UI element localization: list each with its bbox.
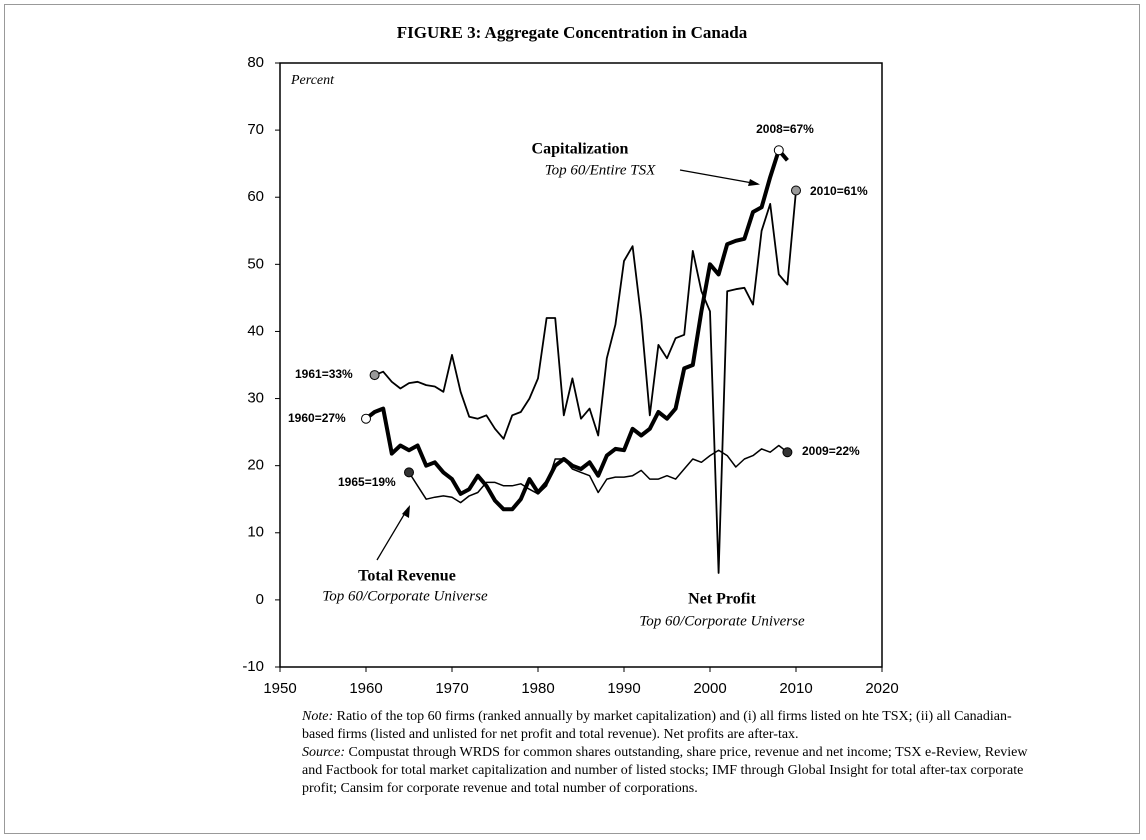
arrow-head	[748, 179, 760, 186]
series-label: Net Profit	[688, 591, 756, 608]
line	[374, 190, 797, 574]
series-sub-label: Top 60/Corporate Universe	[322, 588, 488, 604]
note-label: Note:	[302, 709, 334, 724]
point-marker	[361, 413, 371, 424]
arrow-head	[402, 505, 410, 518]
plot-frame	[279, 62, 883, 668]
y-tick-label: 60	[247, 188, 264, 205]
y-tick-label: 40	[247, 322, 264, 339]
notes: Note: Ratio of the top 60 firms (ranked …	[302, 708, 1042, 798]
annotation: 2008=67%	[756, 122, 814, 136]
y-tick-label: 30	[247, 390, 264, 407]
x-tick-label: 1970	[435, 680, 468, 697]
figure-frame	[4, 4, 1140, 834]
x-tick-label: 2010	[779, 680, 812, 697]
y-tick-label: -10	[242, 658, 264, 675]
y-tick-label: 70	[247, 121, 264, 138]
annotation: 2010=61%	[810, 184, 868, 198]
point-marker	[791, 185, 801, 196]
y-tick-label: 20	[247, 457, 264, 474]
series-label: Total Revenue	[358, 568, 456, 585]
chart-title: FIGURE 3: Aggregate Concentration in Can…	[397, 23, 748, 42]
point-marker	[404, 467, 414, 478]
source-label: Source:	[302, 745, 346, 760]
note-text: Ratio of the top 60 firms (ranked annual…	[302, 709, 1012, 742]
arrow	[679, 169, 759, 185]
x-tick-label: 1960	[349, 680, 382, 697]
arrow	[376, 507, 409, 561]
y-tick-label: 0	[256, 591, 264, 608]
series-label: Capitalization	[532, 141, 629, 158]
y-tick-label: 50	[247, 255, 264, 272]
source: Source: Compustat through WRDS for commo…	[302, 744, 1042, 798]
source-text: Compustat through WRDS for common shares…	[302, 745, 1028, 796]
annotation: 1960=27%	[288, 411, 346, 425]
x-tick-label: 1950	[263, 680, 296, 697]
note: Note: Ratio of the top 60 firms (ranked …	[302, 708, 1042, 744]
x-tick-label: 1980	[521, 680, 554, 697]
x-tick-label: 1990	[607, 680, 640, 697]
point-marker	[782, 447, 793, 458]
annotation: 1965=19%	[338, 475, 396, 489]
y-tick-label: 80	[247, 54, 264, 71]
series-sub-label: Top 60/Entire TSX	[545, 162, 656, 178]
x-tick-label: 2020	[865, 680, 898, 697]
chart: FIGURE 3: Aggregate Concentration in Can…	[242, 23, 898, 697]
point-marker	[369, 370, 380, 381]
x-tick-label: 2000	[693, 680, 726, 697]
annotation: 2009=22%	[802, 444, 860, 458]
series-sub-label: Top 60/Corporate Universe	[639, 613, 805, 629]
y-axis-label: Percent	[290, 73, 335, 88]
line	[408, 444, 788, 504]
annotation: 1961=33%	[295, 367, 353, 381]
point-marker	[773, 145, 784, 156]
line	[364, 148, 789, 512]
y-tick-label: 10	[247, 524, 264, 541]
